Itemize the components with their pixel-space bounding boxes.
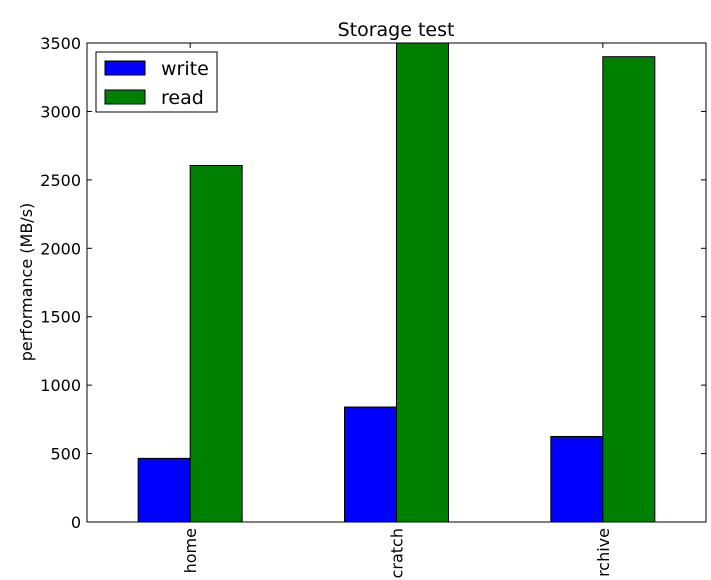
legend-swatch-read — [104, 89, 146, 105]
x-tick-label: rchive — [594, 528, 613, 577]
bar-read-home — [189, 164, 243, 523]
y-tick-label: 1500 — [40, 308, 81, 327]
bar-write-home — [137, 457, 191, 523]
chart-title: Storage test — [338, 19, 455, 41]
bar-write-rchive — [550, 435, 604, 523]
bar-write-cratch — [344, 406, 397, 523]
y-tick-label: 3000 — [40, 102, 81, 121]
y-tick-label: 500 — [50, 445, 81, 464]
plot-area: 0 500 1000 1500 2000 2500 3000 3500 home cratch rc… — [40, 34, 707, 578]
y-tick-label: 3500 — [40, 34, 81, 53]
x-tick-label: cratch — [388, 528, 407, 578]
legend-swatch-write — [104, 60, 146, 76]
y-tick-label: 1000 — [40, 376, 81, 395]
legend-label-write: write — [161, 58, 209, 80]
bar-read-rchive — [602, 56, 656, 523]
y-axis-label: performance (MB/s) — [17, 203, 36, 362]
y-tick-label: 0 — [71, 513, 81, 532]
y-tick-label: 2500 — [40, 171, 81, 190]
x-tick-label: home — [181, 528, 200, 573]
legend: write read — [95, 51, 218, 113]
legend-label-read: read — [161, 87, 204, 109]
y-tick-label: 2000 — [40, 239, 81, 258]
bar-read-cratch — [396, 42, 449, 523]
